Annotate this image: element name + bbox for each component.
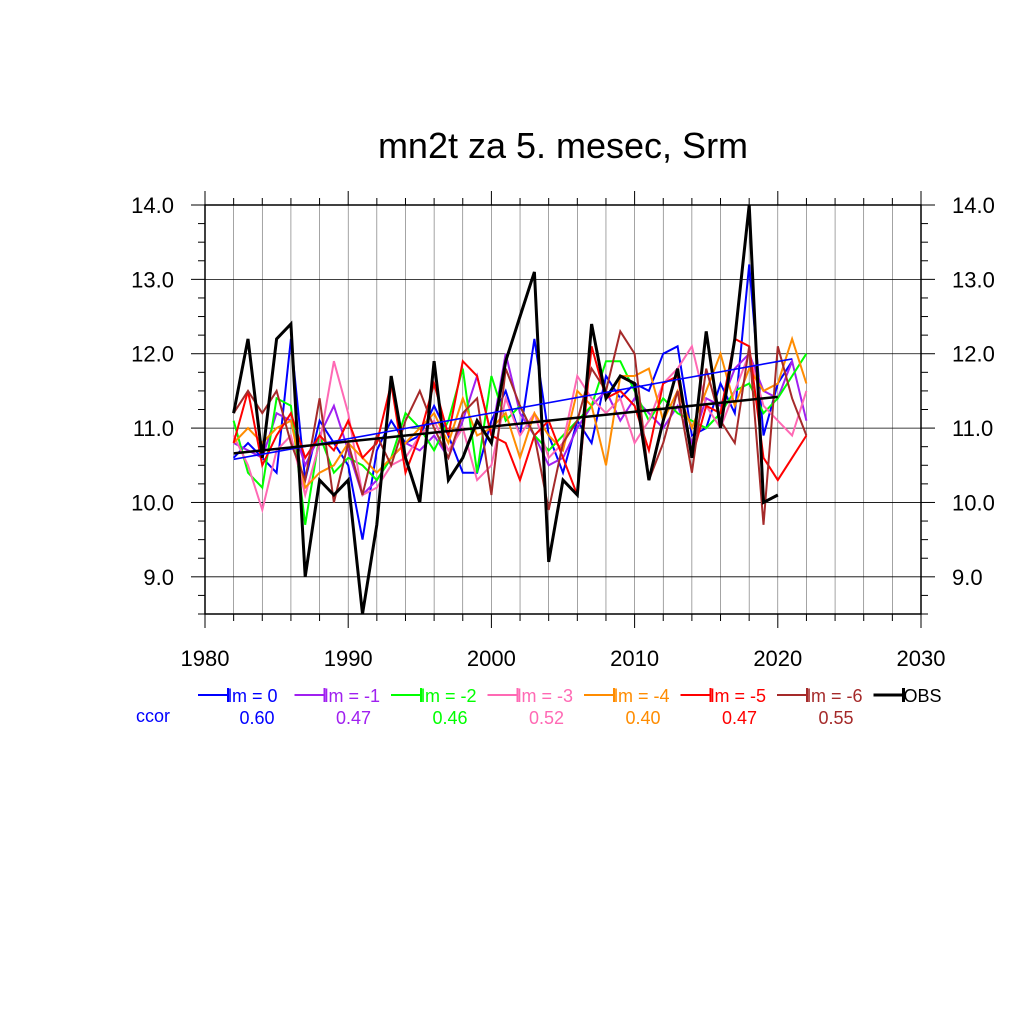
ccor-label: ccor xyxy=(136,706,170,726)
y-tick-label-right: 12.0 xyxy=(952,342,995,367)
axes: 1980 1990 2000 2010 2020 2030 9.0 9.0 10.0 10.0 11… xyxy=(131,191,995,671)
legend-ccor-value: 0.40 xyxy=(625,708,660,728)
y-tick-label-right: 11.0 xyxy=(952,416,993,441)
series-line-lm-1 xyxy=(233,351,808,497)
legend-label: lm = -6 xyxy=(807,686,863,706)
legend-label: lm = -1 xyxy=(325,686,381,706)
series-line-lm-6 xyxy=(232,328,808,525)
y-tick-label-right: 14.0 xyxy=(952,193,995,218)
y-tick-label-left: 10.0 xyxy=(131,490,174,515)
trend-lines xyxy=(233,358,793,461)
y-tick-label-right: 13.0 xyxy=(952,267,995,292)
x-tick-label: 1990 xyxy=(324,646,373,671)
x-tick-label: 2000 xyxy=(467,646,516,671)
legend-ccor-value: 0.52 xyxy=(529,708,564,728)
legend-ccor-value: 0.47 xyxy=(336,708,371,728)
y-tick-label-left: 11.0 xyxy=(133,416,174,441)
y-tick-label-left: 12.0 xyxy=(131,342,174,367)
legend-label: OBS xyxy=(904,686,942,706)
grid xyxy=(205,204,921,614)
series-line-obs xyxy=(232,204,779,615)
legend-label: lm = -2 xyxy=(421,686,477,706)
legend-ccor-value: 0.47 xyxy=(722,708,757,728)
y-tick-label-right: 9.0 xyxy=(952,565,983,590)
legend-label: lm = 0 xyxy=(228,686,278,706)
series-line-lm-5 xyxy=(232,337,808,496)
plot-frame xyxy=(204,204,922,615)
series-lines xyxy=(232,204,808,615)
legend-label: lm = -5 xyxy=(711,686,767,706)
legend-label: lm = -3 xyxy=(518,686,574,706)
y-tick-label-left: 14.0 xyxy=(131,193,174,218)
trend-line-obs xyxy=(233,395,778,455)
legend-label: lm = -4 xyxy=(614,686,670,706)
series-line-lm-3 xyxy=(232,343,808,514)
x-tick-label: 2020 xyxy=(753,646,802,671)
y-tick-label-left: 13.0 xyxy=(131,267,174,292)
legend-ccor-value: 0.46 xyxy=(432,708,467,728)
y-tick-label-right: 10.0 xyxy=(952,490,995,515)
legend-ccor-value: 0.55 xyxy=(818,708,853,728)
x-tick-label: 2030 xyxy=(897,646,946,671)
x-tick-label: 1980 xyxy=(181,646,230,671)
legend-ccor-value: 0.60 xyxy=(239,708,274,728)
chart-title: mn2t za 5. mesec, Srm xyxy=(378,125,748,166)
x-tick-label: 2010 xyxy=(610,646,659,671)
y-tick-label-left: 9.0 xyxy=(143,565,174,590)
